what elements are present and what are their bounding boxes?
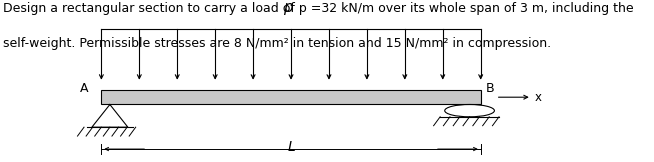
Text: Design a rectangular section to carry a load of p =32 kN/m over its whole span o: Design a rectangular section to carry a … (3, 2, 634, 15)
Text: B: B (485, 82, 494, 95)
Text: x: x (535, 91, 542, 104)
Text: p: p (283, 0, 292, 15)
Text: A: A (80, 82, 88, 95)
Text: L: L (287, 140, 295, 154)
Bar (101, 90, 481, 104)
Text: self-weight. Permissible stresses are 8 N/mm² in tension and 15 N/mm² in compres: self-weight. Permissible stresses are 8 … (3, 37, 551, 50)
